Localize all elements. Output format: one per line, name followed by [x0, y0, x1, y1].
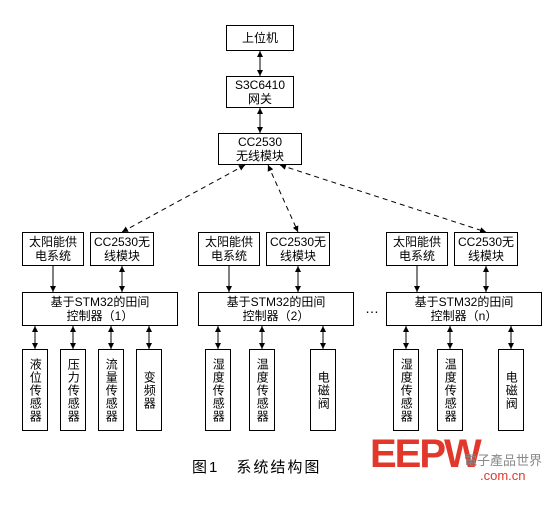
edge-cc_main-cc2 — [268, 165, 298, 232]
figure-caption: 图1 系统结构图 — [192, 456, 321, 477]
node-solar2: 太阳能供 电系统 — [198, 232, 260, 266]
node-ctrl3: 基于STM32的田间 控制器（n） — [386, 292, 542, 326]
node-s1a: 液位传感器 — [22, 349, 48, 431]
node-cc_main: CC2530 无线模块 — [218, 133, 302, 165]
node-s2a: 湿度传感器 — [205, 349, 231, 431]
node-ctrl1: 基于STM32的田间 控制器（1） — [22, 292, 178, 326]
node-cc3: CC2530无 线模块 — [454, 232, 518, 266]
node-cc2: CC2530无 线模块 — [266, 232, 330, 266]
node-s3a: 湿度传感器 — [393, 349, 419, 431]
node-s3b: 温度传感器 — [437, 349, 463, 431]
watermark-url: .com.cn — [480, 468, 526, 483]
node-ctrl2: 基于STM32的田间 控制器（2） — [198, 292, 354, 326]
edge-cc_main-cc1 — [122, 165, 245, 232]
node-s2c: 电磁阀 — [310, 349, 336, 431]
node-s1c: 流量传感器 — [98, 349, 124, 431]
watermark-tagline: 電子產品世界 — [464, 450, 542, 469]
node-solar3: 太阳能供 电系统 — [386, 232, 448, 266]
node-gateway: S3C6410 网关 — [226, 76, 294, 108]
node-solar1: 太阳能供 电系统 — [22, 232, 84, 266]
node-host: 上位机 — [226, 25, 294, 51]
node-s1b: 压力传感器 — [60, 349, 86, 431]
ellipsis: … — [365, 300, 379, 316]
node-s2b: 温度传感器 — [249, 349, 275, 431]
node-s1d: 变频器 — [136, 349, 162, 431]
node-s3c: 电磁阀 — [498, 349, 524, 431]
edge-cc_main-cc3 — [280, 165, 486, 232]
node-cc1: CC2530无 线模块 — [90, 232, 154, 266]
